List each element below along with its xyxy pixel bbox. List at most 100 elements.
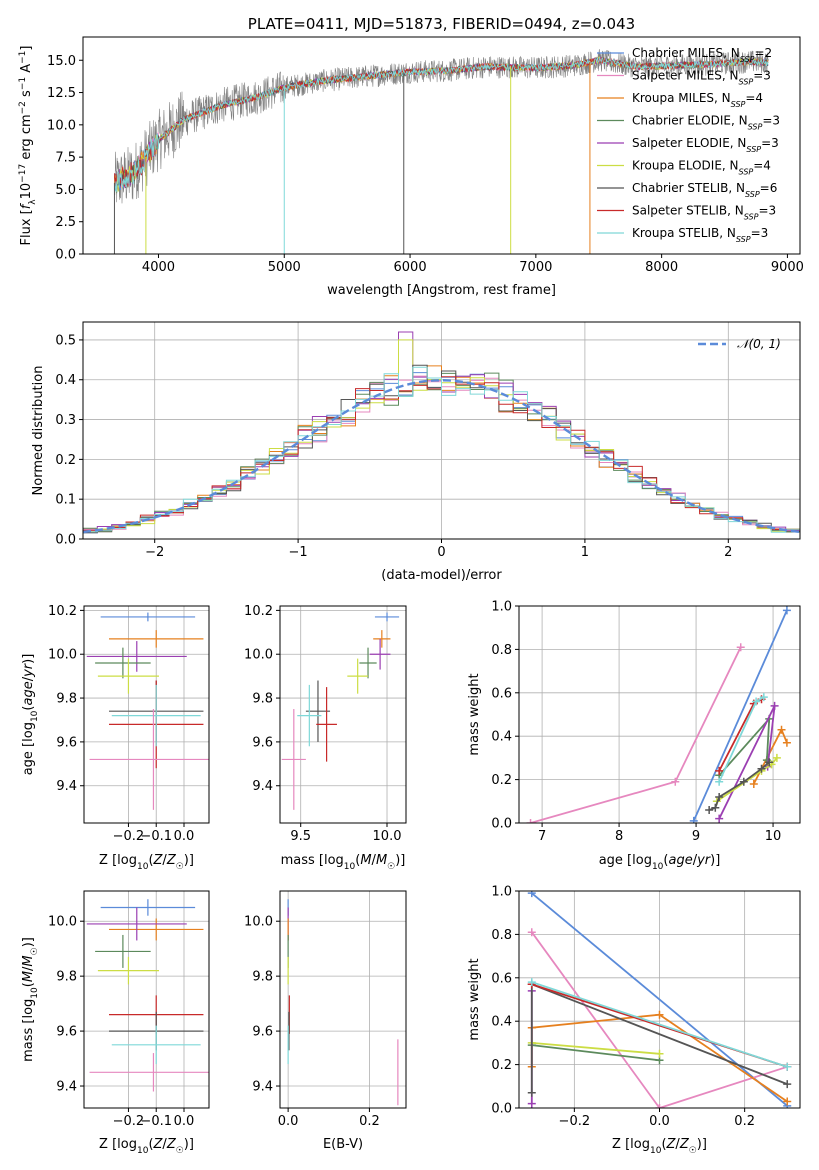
x-axis-label: (data-model)/error xyxy=(381,568,502,583)
y-tick-label: 10.0 xyxy=(244,648,273,663)
weight-marker xyxy=(705,805,714,814)
legend-item: Kroupa MILES, NSSP=4 xyxy=(597,91,763,109)
x-tick-label: 2 xyxy=(724,545,732,560)
y-tick-label: 9.6 xyxy=(56,735,77,750)
spectrum-series-line xyxy=(114,56,769,192)
legend: 𝒩(0, 1) xyxy=(698,337,781,351)
legend-label: Salpeter ELODIE, NSSP=3 xyxy=(632,136,779,154)
errorbar-point xyxy=(89,709,209,810)
errorbar-point xyxy=(100,899,196,916)
y-tick-label: 10.2 xyxy=(48,604,77,619)
x-tick-label: 0.2 xyxy=(359,1114,380,1129)
weight-marker xyxy=(736,643,745,652)
x-tick-label: 1 xyxy=(581,545,589,560)
legend-item: Chabrier STELIB, NSSP=6 xyxy=(597,181,777,199)
y-tick-label: 9.8 xyxy=(56,970,77,985)
panel-mass-vs-Z: −0.2−0.1 0.0 9.4 9.6 9.8 10.0 xyxy=(48,890,210,1129)
errorbar-point xyxy=(97,658,159,694)
legend-label: 𝒩(0, 1) xyxy=(737,337,781,351)
weight-series xyxy=(749,725,791,788)
errorbar-point xyxy=(95,647,151,679)
y-tick-label: 0.4 xyxy=(491,1015,512,1030)
weight-marker xyxy=(527,891,536,898)
legend-item: Chabrier ELODIE, NSSP=3 xyxy=(597,114,780,131)
y-tick-label: 9.6 xyxy=(252,1025,273,1040)
weight-marker xyxy=(783,1080,792,1089)
weight-series xyxy=(526,643,745,823)
weight-marker xyxy=(527,928,536,937)
errorbar-point xyxy=(359,647,377,679)
y-axis-label: age [log10(age/yr)] xyxy=(21,654,40,776)
legend-label: Chabrier MILES, NSSP=2 xyxy=(632,46,772,64)
panel-age-vs-Z: −0.2−0.1 0.0 9.4 9.6 9.8 10.0 10.2 xyxy=(48,604,210,844)
weight-marker xyxy=(749,779,758,788)
y-tick-label: 9.4 xyxy=(56,779,77,794)
y-axis-label: mass weight xyxy=(467,958,482,1040)
weight-marker xyxy=(527,978,536,987)
x-axis-label: wavelength [Angstrom, rest frame] xyxy=(327,283,556,298)
x-tick-label: −1 xyxy=(289,545,308,560)
errorbar-point xyxy=(95,934,151,968)
y-tick-label: 0.6 xyxy=(491,971,512,986)
legend-item: Kroupa ELODIE, NSSP=4 xyxy=(597,159,771,176)
weight-marker xyxy=(752,697,761,706)
x-tick-label: 0.2 xyxy=(734,1114,755,1129)
spectrum-series-line xyxy=(114,56,769,190)
errorbar-point xyxy=(111,1025,201,1065)
legend-item: Salpeter MILES, NSSP=3 xyxy=(597,69,771,87)
plot-area xyxy=(86,899,209,1092)
weight-marker xyxy=(715,814,724,823)
errorbar-point xyxy=(109,630,204,648)
x-tick-label: 0.0 xyxy=(174,829,195,844)
y-tick-label: 9.8 xyxy=(252,692,273,707)
weight-series xyxy=(527,891,792,1108)
x-tick-label: 5000 xyxy=(268,260,301,275)
x-tick-label: 0.0 xyxy=(174,1114,195,1129)
errorbar-point xyxy=(373,630,391,648)
y-tick-label: 10.0 xyxy=(48,915,77,930)
weight-marker xyxy=(711,803,720,812)
weight-series xyxy=(689,606,791,823)
weight-marker xyxy=(782,606,791,615)
y-tick-label: 2.5 xyxy=(55,215,76,230)
errorbar-point xyxy=(297,684,322,747)
panel-massweight-vs-age: 7 8 9 10 0.0 0.2 0.4 0.6 0.8 1.0 xyxy=(491,600,801,844)
axes-frame xyxy=(279,605,407,824)
weight-marker xyxy=(777,725,786,734)
plot-area xyxy=(86,612,209,810)
y-tick-label: 1.0 xyxy=(491,600,512,615)
y-tick-label: 0.0 xyxy=(491,817,512,832)
panel-massweight-vs-Z: −0.2 0.0 0.2 0.0 0.2 0.4 0.6 0.8 1.0 xyxy=(491,885,801,1129)
x-tick-label: −0.2 xyxy=(113,1114,145,1129)
x-tick-label: −0.2 xyxy=(559,1114,591,1129)
y-tick-label: 0.2 xyxy=(491,773,512,788)
y-tick-label: 0.3 xyxy=(55,413,76,428)
x-tick-label: 8 xyxy=(615,829,623,844)
axes-frame xyxy=(518,605,801,824)
y-tick-label: 0.8 xyxy=(491,643,512,658)
y-tick-label: 5.0 xyxy=(55,183,76,198)
y-tick-label: 7.5 xyxy=(55,151,76,166)
errorbar-point xyxy=(369,638,391,670)
weight-marker xyxy=(783,1097,792,1106)
y-tick-label: 9.8 xyxy=(56,692,77,707)
y-tick-label: 0.4 xyxy=(491,730,512,745)
legend-item: Chabrier MILES, NSSP=2 xyxy=(597,46,772,64)
legend-item: Kroupa STELIB, NSSP=3 xyxy=(597,226,768,244)
y-tick-label: 0.0 xyxy=(55,248,76,263)
weight-marker xyxy=(715,792,724,801)
weight-marker xyxy=(759,693,768,702)
weight-line xyxy=(531,981,788,1068)
legend-label: Salpeter MILES, NSSP=3 xyxy=(632,69,771,87)
weight-marker xyxy=(671,777,680,786)
y-tick-label: 10.0 xyxy=(48,648,77,663)
weight-line xyxy=(692,609,788,822)
plot-area xyxy=(113,49,769,254)
x-tick-label: 8000 xyxy=(645,260,678,275)
x-tick-label: 10 xyxy=(765,829,782,844)
x-tick-label: 9.5 xyxy=(290,829,311,844)
weight-marker xyxy=(782,738,791,747)
weight-marker xyxy=(655,1104,664,1108)
legend-label: Chabrier STELIB, NSSP=6 xyxy=(632,181,777,199)
plot-area xyxy=(281,612,400,810)
